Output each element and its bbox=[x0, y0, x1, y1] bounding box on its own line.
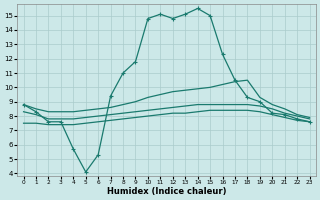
X-axis label: Humidex (Indice chaleur): Humidex (Indice chaleur) bbox=[107, 187, 226, 196]
